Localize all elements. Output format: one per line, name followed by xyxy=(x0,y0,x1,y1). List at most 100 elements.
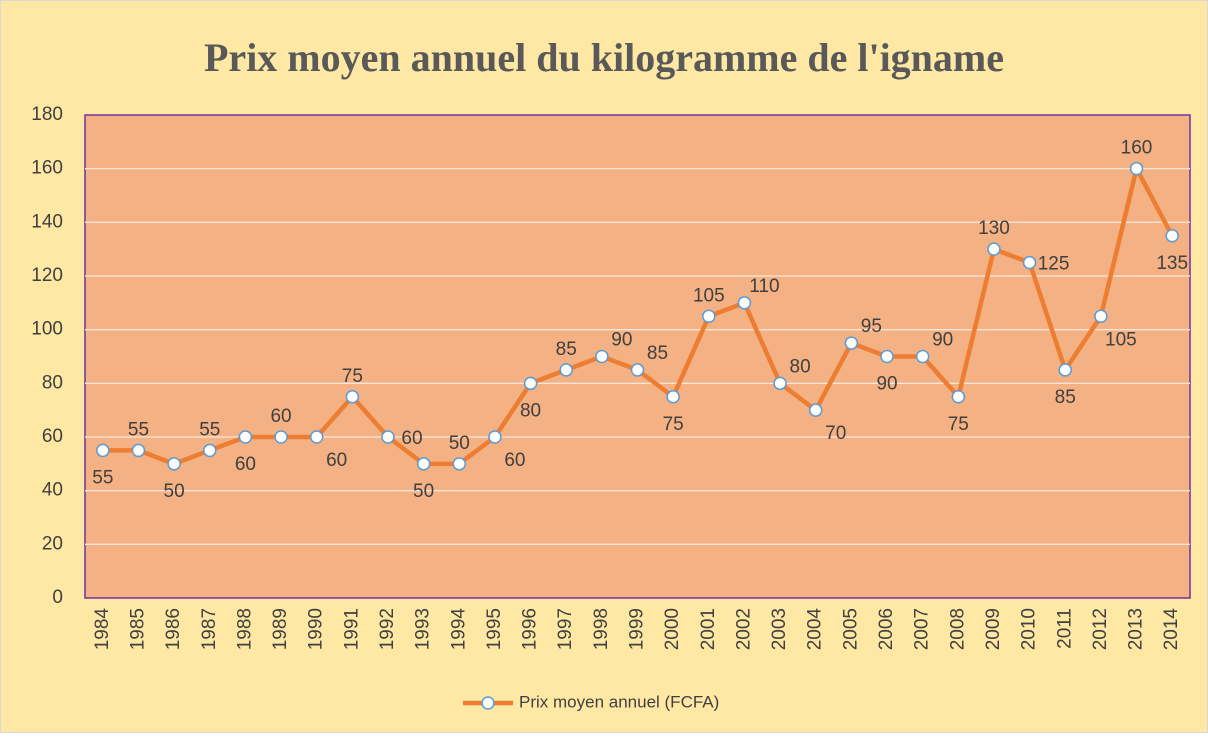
data-label: 90 xyxy=(932,330,953,351)
marker xyxy=(1058,363,1072,377)
y-tick-label: 20 xyxy=(42,533,63,554)
x-tick-label: 1994 xyxy=(448,608,469,651)
data-label: 60 xyxy=(401,428,422,449)
y-tick-label: 100 xyxy=(31,319,63,340)
data-label: 75 xyxy=(663,414,684,435)
data-label: 55 xyxy=(199,419,220,440)
marker xyxy=(737,296,752,310)
marker xyxy=(1022,255,1037,270)
marker xyxy=(309,430,324,444)
data-label: 60 xyxy=(270,406,291,427)
x-tick-label: 2014 xyxy=(1161,608,1182,651)
data-label: 135 xyxy=(1156,253,1188,274)
data-label: 50 xyxy=(413,481,434,502)
chart-title: Prix moyen annuel du kilogramme de l'ign… xyxy=(204,35,1004,80)
y-tick-label: 140 xyxy=(31,211,63,232)
data-label: 160 xyxy=(1121,138,1153,159)
x-tick-label: 1986 xyxy=(163,608,184,650)
marker xyxy=(987,242,1001,256)
legend-marker xyxy=(481,696,495,710)
marker xyxy=(773,376,787,391)
data-label: 60 xyxy=(504,450,525,471)
data-label: 50 xyxy=(164,481,185,502)
data-label: 85 xyxy=(1055,387,1076,408)
data-label: 70 xyxy=(825,423,846,444)
x-tick-label: 1993 xyxy=(413,608,434,650)
marker xyxy=(452,457,467,471)
marker xyxy=(381,430,395,444)
marker xyxy=(844,336,859,350)
data-label: 60 xyxy=(326,450,347,471)
data-label: 60 xyxy=(235,454,256,475)
y-tick-label: 40 xyxy=(42,480,63,501)
x-tick-label: 2011 xyxy=(1054,608,1075,649)
x-tick-label: 2003 xyxy=(769,608,790,650)
x-tick-label: 2004 xyxy=(805,608,826,651)
marker xyxy=(1094,309,1108,323)
marker xyxy=(488,430,502,444)
data-label: 55 xyxy=(92,467,113,488)
marker xyxy=(808,403,823,417)
marker xyxy=(666,390,680,404)
data-label: 105 xyxy=(693,285,725,306)
data-label: 130 xyxy=(978,218,1010,239)
marker xyxy=(559,363,573,377)
y-tick-label: 180 xyxy=(31,104,63,125)
data-label: 110 xyxy=(749,276,779,297)
x-tick-label: 2005 xyxy=(840,608,861,650)
y-tick-label: 60 xyxy=(42,426,63,447)
x-tick-label: 1999 xyxy=(627,608,648,650)
data-label: 55 xyxy=(128,419,149,440)
x-tick-label: 1989 xyxy=(270,608,291,650)
x-tick-label: 1990 xyxy=(306,608,327,650)
marker xyxy=(167,457,181,471)
plot-area xyxy=(84,114,1191,599)
x-tick-label: 1988 xyxy=(234,608,255,650)
x-tick-label: 2013 xyxy=(1126,608,1147,650)
x-tick-label: 2000 xyxy=(662,608,683,650)
x-tick-label: 1995 xyxy=(484,608,505,650)
y-tick-label: 0 xyxy=(52,587,63,608)
marker xyxy=(1165,229,1179,243)
x-tick-label: 1992 xyxy=(377,608,398,650)
data-label: 105 xyxy=(1105,329,1137,350)
x-tick-label: 2010 xyxy=(1019,608,1040,650)
data-label: 90 xyxy=(611,330,632,351)
y-tick-label: 80 xyxy=(42,372,63,393)
marker xyxy=(1129,161,1144,176)
marker xyxy=(96,443,110,458)
marker xyxy=(523,376,538,391)
data-label: 85 xyxy=(556,339,577,360)
data-label: 80 xyxy=(790,356,811,377)
marker xyxy=(702,309,716,323)
x-tick-label: 2007 xyxy=(912,608,933,650)
data-label: 90 xyxy=(876,374,897,395)
x-tick-label: 2012 xyxy=(1090,608,1111,650)
x-tick-label: 1998 xyxy=(591,608,612,650)
marker xyxy=(274,430,288,444)
x-tick-label: 2009 xyxy=(983,608,1004,650)
data-label: 75 xyxy=(948,414,969,435)
x-tick-label: 1987 xyxy=(199,608,220,650)
marker xyxy=(880,349,894,364)
data-label: 75 xyxy=(342,366,363,387)
data-label: 50 xyxy=(449,433,470,454)
marker xyxy=(630,363,645,377)
x-tick-label: 1996 xyxy=(520,608,541,650)
data-label: 80 xyxy=(520,400,541,421)
x-tick-label: 2002 xyxy=(733,608,754,650)
marker xyxy=(951,390,966,404)
data-label: 95 xyxy=(861,316,882,337)
x-tick-label: 2006 xyxy=(876,608,897,650)
marker xyxy=(595,349,609,364)
x-tick-label: 1985 xyxy=(127,608,148,650)
marker xyxy=(131,443,146,458)
marker xyxy=(345,390,360,404)
x-tick-label: 1997 xyxy=(555,608,576,650)
x-tick-label: 1984 xyxy=(92,608,113,651)
y-tick-label: 160 xyxy=(31,158,63,179)
data-label: 85 xyxy=(647,343,668,364)
legend-label: Prix moyen annuel (FCFA) xyxy=(519,692,719,711)
marker xyxy=(203,443,217,458)
